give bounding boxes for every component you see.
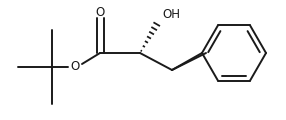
Text: O: O bbox=[95, 6, 105, 18]
Text: OH: OH bbox=[162, 7, 180, 21]
Text: O: O bbox=[70, 60, 80, 73]
